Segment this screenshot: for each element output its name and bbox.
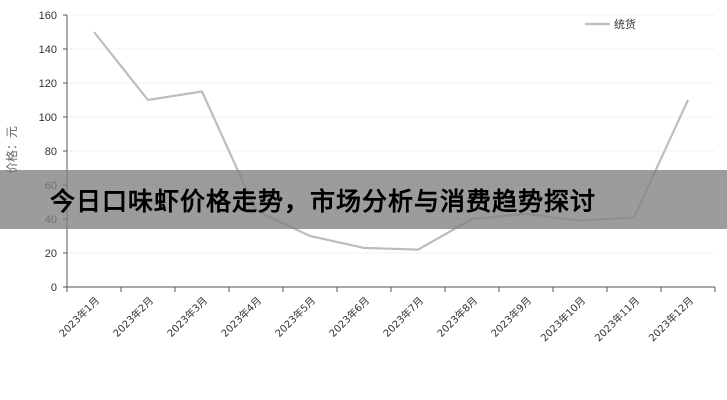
legend-label: 统货 [614,17,636,31]
x-tick-label: 2023年11月 [592,294,642,344]
y-tick-label: 0 [51,282,57,294]
x-tick-label: 2023年1月 [56,294,102,340]
x-tick-label: 2023年4月 [218,294,264,340]
x-tick-label: 2023年5月 [272,294,318,340]
y-tick-label: 140 [39,44,57,56]
x-tick-label: 2023年12月 [646,294,696,344]
x-tick-label: 2023年2月 [110,294,156,340]
x-tick-label: 2023年3月 [164,294,210,340]
y-tick-label: 80 [45,146,57,158]
y-tick-label: 120 [39,78,57,90]
y-tick-label: 100 [39,112,57,124]
x-tick-label: 2023年8月 [434,294,480,340]
x-tick-label: 2023年7月 [380,294,426,340]
title-banner: 今日口味虾价格走势，市场分析与消费趋势探讨 [0,170,727,229]
x-tick-label: 2023年10月 [538,294,588,344]
x-tick-label: 2023年6月 [326,294,372,340]
y-tick-label: 20 [45,248,57,260]
y-tick-label: 160 [39,10,57,22]
y-axis-label: 价格：元 [4,126,19,174]
x-tick-label: 2023年9月 [488,294,534,340]
banner-title: 今日口味虾价格走势，市场分析与消费趋势探讨 [50,186,597,216]
